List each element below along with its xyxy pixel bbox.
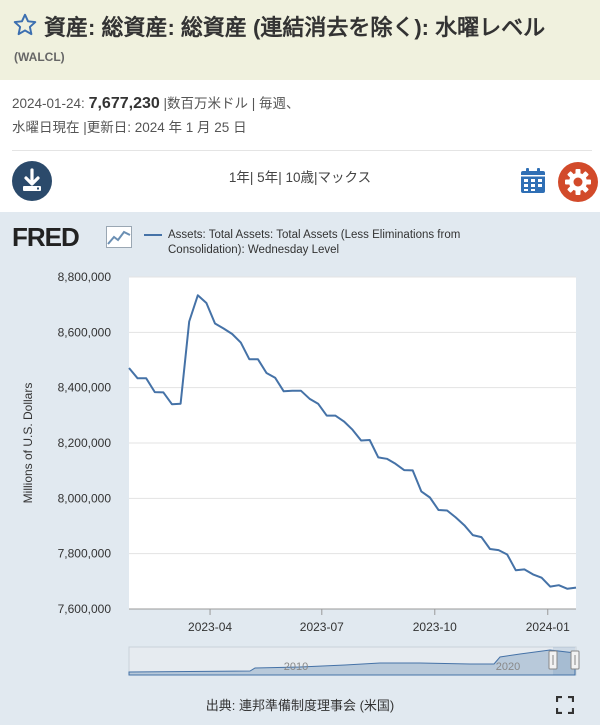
data-point[interactable] — [496, 548, 501, 553]
observation-value: 7,677,230 — [88, 95, 160, 112]
data-point[interactable] — [427, 495, 432, 500]
range-1y[interactable]: 1年 — [228, 170, 250, 185]
y-tick-label: 8,600,000 — [58, 325, 112, 339]
data-point[interactable] — [238, 340, 243, 345]
data-point[interactable] — [316, 401, 321, 406]
data-point[interactable] — [359, 438, 364, 443]
data-point[interactable] — [393, 461, 398, 466]
data-point[interactable] — [574, 585, 579, 590]
data-point[interactable] — [488, 547, 493, 552]
download-button[interactable] — [12, 161, 52, 201]
data-point[interactable] — [453, 515, 458, 520]
data-point[interactable] — [513, 568, 518, 573]
data-point[interactable] — [445, 508, 450, 513]
x-tick-label: 2023-10 — [413, 620, 457, 634]
data-point[interactable] — [556, 583, 561, 588]
navigator-label-2010: 2010 — [284, 661, 308, 673]
data-point[interactable] — [333, 413, 338, 418]
data-point[interactable] — [341, 419, 346, 424]
data-point[interactable] — [230, 332, 235, 337]
data-point[interactable] — [247, 357, 252, 362]
data-point[interactable] — [144, 376, 149, 381]
page-title: 資産: 総資産: 総資産 (連結消去を除く): 水曜レベル — [44, 15, 546, 40]
data-point[interactable] — [410, 468, 415, 473]
data-point[interactable] — [505, 552, 510, 557]
header: 資産: 総資産: 総資産 (連結消去を除く): 水曜レベル (WALCL) — [0, 0, 600, 80]
data-point[interactable] — [548, 584, 553, 589]
data-point[interactable] — [187, 319, 192, 324]
data-point[interactable] — [436, 508, 441, 513]
updated-line: 水曜日現在 |更新日: 2024 年 1 月 25 日 — [12, 120, 247, 135]
data-point[interactable] — [324, 413, 329, 418]
data-point[interactable] — [204, 301, 209, 306]
data-point[interactable] — [170, 402, 175, 407]
range-max[interactable]: マックス — [317, 170, 372, 185]
data-point[interactable] — [255, 357, 260, 362]
data-point[interactable] — [264, 371, 269, 376]
data-point[interactable] — [178, 401, 183, 406]
series-meta: 2024-01-24: 7,677,230 |数百万米ドル | 毎週、 水曜日現… — [12, 92, 592, 140]
y-tick-label: 8,400,000 — [58, 381, 112, 395]
x-tick-label: 2024-01 — [526, 620, 570, 634]
divider — [12, 150, 592, 151]
legend-label: Assets: Total Assets: Total Assets (Less… — [168, 229, 461, 256]
data-point[interactable] — [127, 366, 132, 371]
range-5y[interactable]: 5年 — [257, 170, 279, 185]
fullscreen-icon[interactable] — [556, 696, 574, 714]
series-id: (WALCL) — [14, 50, 65, 64]
data-point[interactable] — [367, 438, 372, 443]
line-chart[interactable]: 7,600,000 7,800,000 8,000,000 8,200,000 8,40… — [0, 212, 600, 645]
y-tick-label: 7,600,000 — [58, 602, 112, 616]
gear-icon — [565, 169, 591, 195]
source-credit: 出典: 連邦準備制度理事会 (米国) — [205, 698, 395, 713]
settings-button[interactable] — [558, 162, 598, 202]
series-line — [128, 294, 577, 590]
data-point[interactable] — [273, 375, 278, 380]
data-point[interactable] — [290, 388, 295, 393]
range-selector: 1年| 5年| 10歳|マックス — [228, 170, 372, 185]
data-point[interactable] — [531, 572, 536, 577]
star-icon[interactable] — [12, 12, 38, 38]
range-10y[interactable]: 10歳 — [285, 170, 314, 185]
y-axis-label: Millions of U.S. Dollars — [21, 383, 35, 504]
data-point[interactable] — [539, 575, 544, 580]
fred-logo: FRED — [12, 222, 80, 252]
data-point[interactable] — [213, 321, 218, 326]
x-tick-label: 2023-07 — [300, 620, 344, 634]
navigator-label-2020: 2020 — [496, 661, 520, 673]
y-tick-label: 8,000,000 — [58, 491, 112, 505]
y-tick-label: 7,800,000 — [58, 547, 112, 561]
legend-swatch — [144, 234, 162, 236]
data-point[interactable] — [281, 389, 286, 394]
data-point[interactable] — [195, 293, 200, 298]
data-point[interactable] — [565, 586, 570, 591]
data-point[interactable] — [152, 390, 157, 395]
units-frequency: |数百万米ドル | 毎週、 — [163, 96, 300, 111]
y-tick-label: 8,200,000 — [58, 436, 112, 450]
navigator-window — [553, 647, 575, 675]
y-tick-label: 8,800,000 — [58, 270, 112, 284]
data-point[interactable] — [462, 523, 467, 528]
fred-chart-icon — [106, 226, 132, 248]
data-point[interactable] — [402, 468, 407, 473]
data-point[interactable] — [221, 326, 226, 331]
range-navigator[interactable]: 2010 2020 — [0, 645, 600, 681]
data-point[interactable] — [522, 567, 527, 572]
download-icon — [23, 168, 41, 191]
data-point[interactable] — [298, 388, 303, 393]
data-point[interactable] — [419, 489, 424, 494]
data-point[interactable] — [135, 376, 140, 381]
data-point[interactable] — [350, 427, 355, 432]
data-point[interactable] — [376, 455, 381, 460]
data-point[interactable] — [470, 533, 475, 538]
x-tick-label: 2023-04 — [188, 620, 232, 634]
data-point[interactable] — [161, 390, 166, 395]
observation-date: 2024-01-24: — [12, 96, 85, 111]
data-point[interactable] — [479, 535, 484, 540]
data-point[interactable] — [307, 396, 312, 401]
data-point[interactable] — [384, 456, 389, 461]
calendar-icon[interactable] — [518, 166, 548, 196]
